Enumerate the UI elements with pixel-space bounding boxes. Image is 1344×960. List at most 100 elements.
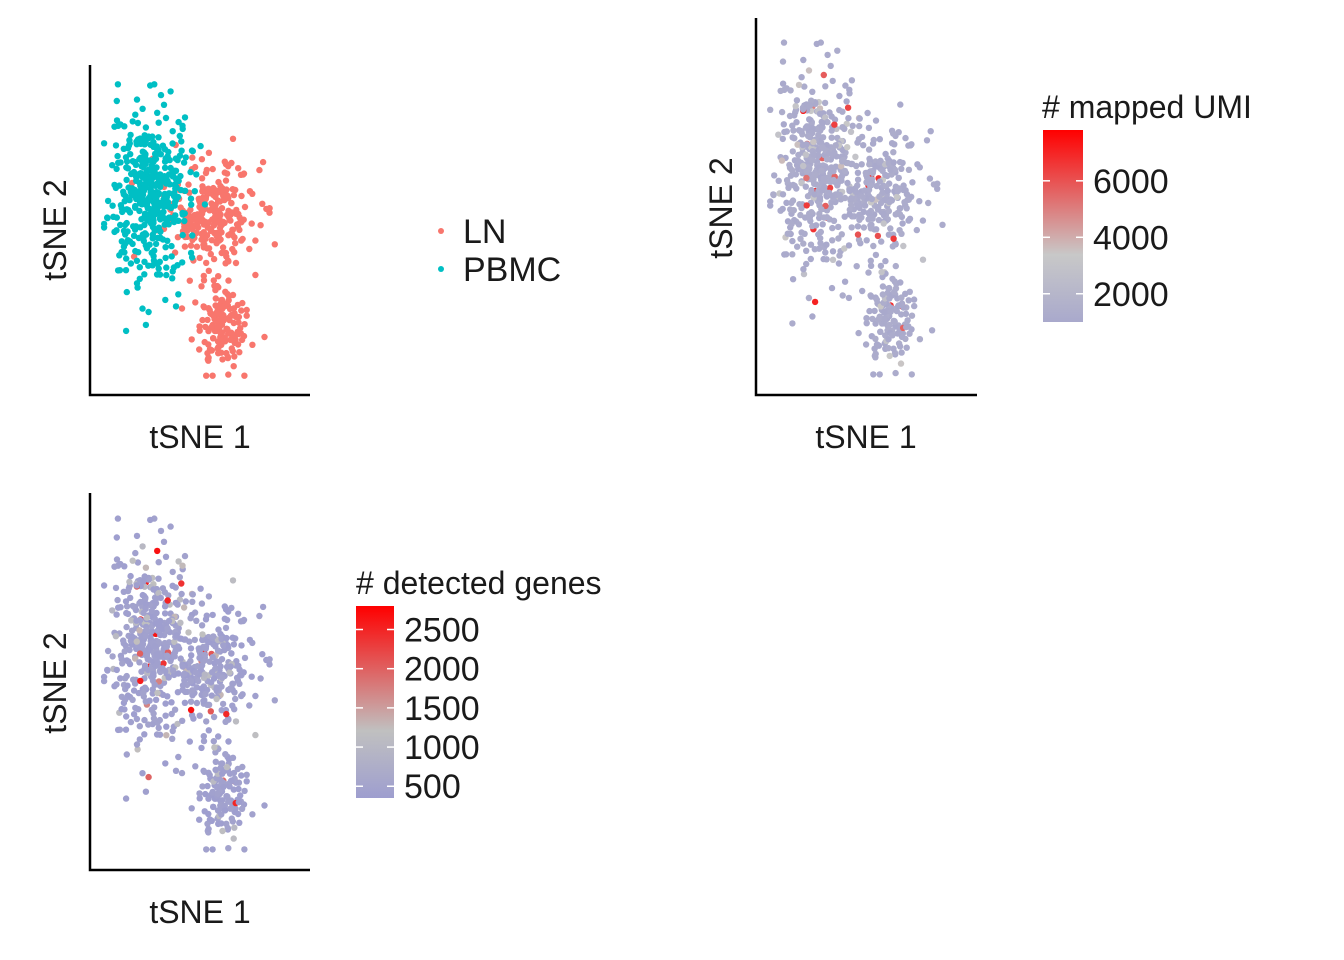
scatter-point xyxy=(916,198,923,205)
scatter-point xyxy=(148,162,155,169)
y-axis-label: tSNE 2 xyxy=(703,157,739,258)
scatter-point xyxy=(854,139,861,146)
scatter-point xyxy=(783,199,790,206)
scatter-point xyxy=(208,692,215,699)
scatter-point xyxy=(145,308,152,316)
scatter-point xyxy=(779,80,787,87)
scatter-point xyxy=(218,797,226,804)
scatter-point xyxy=(202,169,210,177)
scatter-point xyxy=(821,99,829,107)
scatter-point xyxy=(148,249,155,256)
scatter-point xyxy=(227,230,234,238)
scatter-point xyxy=(210,277,217,284)
scatter-point xyxy=(806,102,814,109)
scatter-point xyxy=(164,178,171,185)
scatter-point xyxy=(795,81,803,89)
scatter-point xyxy=(122,267,130,274)
scatter-point xyxy=(113,214,121,221)
scatter-point xyxy=(202,690,209,698)
scatter-point xyxy=(113,534,121,541)
scatter-point xyxy=(141,731,148,738)
scatter-point xyxy=(161,164,169,171)
scatter-point xyxy=(168,253,175,260)
scatter-point xyxy=(201,218,208,225)
scatter-point xyxy=(230,191,238,199)
scatter-point xyxy=(122,193,129,200)
scatter-point xyxy=(195,645,202,652)
genes-tsne-panel: tSNE 1 tSNE 2 # detected genes 500100015… xyxy=(37,493,602,930)
scatter-point xyxy=(882,257,889,265)
y-axis-label: tSNE 2 xyxy=(37,632,73,733)
scatter-point xyxy=(113,666,121,674)
scatter-point xyxy=(810,177,817,184)
scatter-point xyxy=(177,204,184,211)
scatter-point xyxy=(780,121,787,128)
scatter-point xyxy=(868,195,875,203)
scatter-point xyxy=(789,237,796,245)
scatter-point xyxy=(175,291,182,298)
scatter-point xyxy=(214,790,221,797)
scatter-point xyxy=(235,785,242,793)
scatter-point xyxy=(230,641,238,648)
scatter-point xyxy=(182,598,189,605)
scatter-point xyxy=(266,209,273,216)
colorbar-tick-label: 6000 xyxy=(1093,163,1169,201)
scatter-point xyxy=(161,610,169,617)
scatter-point xyxy=(249,341,256,348)
scatter-point xyxy=(157,183,164,190)
scatter-point xyxy=(870,371,877,378)
scatter-point xyxy=(162,296,169,304)
scatter-point xyxy=(829,248,837,255)
scatter-point xyxy=(871,307,878,315)
scatter-point xyxy=(810,151,817,158)
scatter-point xyxy=(890,345,897,352)
scatter-point xyxy=(139,148,146,155)
scatter-point xyxy=(136,736,143,743)
scatter-point xyxy=(136,723,143,730)
scatter-point xyxy=(804,193,812,200)
scatter-point xyxy=(819,144,827,152)
scatter-point xyxy=(795,221,803,228)
scatter-point xyxy=(187,645,195,652)
scatter-point xyxy=(168,699,175,706)
scatter-point xyxy=(220,642,227,649)
scatter-point xyxy=(908,371,915,378)
scatter-point xyxy=(873,341,881,348)
scatter-point xyxy=(199,188,206,195)
scatter-point xyxy=(133,257,141,264)
scatter-point xyxy=(854,169,862,176)
scatter-point xyxy=(865,124,873,132)
scatter-point xyxy=(896,158,904,166)
scatter-point xyxy=(211,744,218,751)
scatter-point xyxy=(154,234,161,242)
scatter-point xyxy=(210,633,217,640)
scatter-point xyxy=(164,153,171,160)
scatter-point xyxy=(779,191,787,198)
scatter-point xyxy=(257,222,264,229)
scatter-point xyxy=(151,227,158,234)
scatter-point xyxy=(164,625,171,632)
scatter-point xyxy=(198,283,205,290)
scatter-point xyxy=(203,372,210,379)
scatter-point xyxy=(163,652,171,659)
scatter-point xyxy=(176,574,183,581)
umi-colorbar-legend: # mapped UMI 2000 4000 6000 xyxy=(1042,89,1252,322)
scatter-point xyxy=(174,193,182,201)
scatter-point xyxy=(223,300,231,307)
scatter-point xyxy=(939,221,946,228)
scatter-point xyxy=(162,114,170,122)
scatter-point xyxy=(213,695,220,703)
scatter-point xyxy=(133,189,140,196)
genes-points xyxy=(100,515,278,853)
scatter-point xyxy=(175,753,182,761)
scatter-point xyxy=(229,135,237,142)
scatter-point xyxy=(143,614,151,621)
scatter-point xyxy=(223,616,231,624)
scatter-point xyxy=(121,221,129,229)
scatter-point xyxy=(794,141,801,148)
scatter-point xyxy=(174,643,182,650)
scatter-point xyxy=(914,161,921,168)
scatter-point xyxy=(786,161,793,169)
scatter-point xyxy=(144,179,151,186)
scatter-point xyxy=(848,160,856,168)
